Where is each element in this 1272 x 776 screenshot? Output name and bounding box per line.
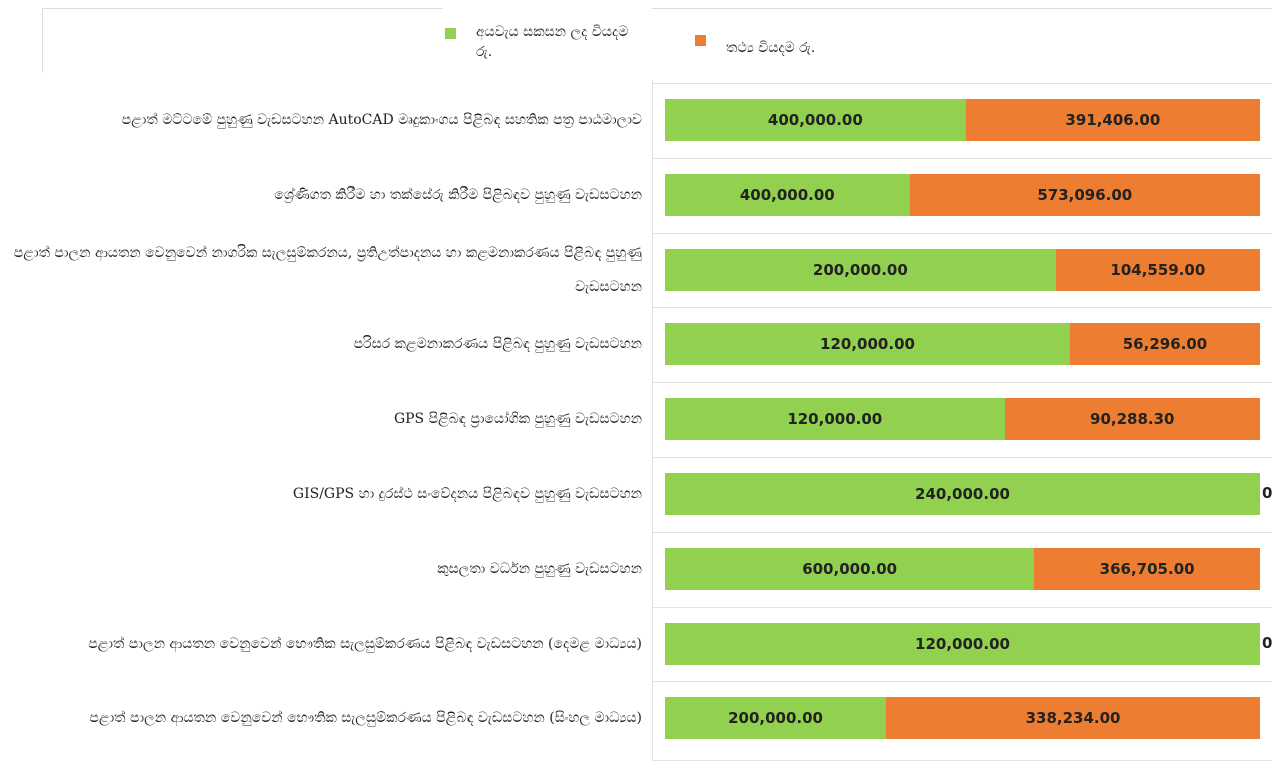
bar-segment: 200,000.00: [665, 248, 1056, 291]
legend-swatch: [445, 28, 456, 39]
bar-segment: 600,000.00: [665, 547, 1035, 590]
category-label: ශ්‍රේණිගත කිරීම හා තක්සේරු කිරීම පිළිබඳව…: [274, 186, 642, 203]
bar-segment: 240,000.00: [665, 473, 1260, 515]
legend-swatch: [695, 35, 706, 46]
category-label: පළාත් පාලන ආයතන වෙනුවෙන් නාගරික සැලසුම්ක…: [13, 244, 642, 295]
bar-segment: 90,288.30: [1004, 398, 1260, 441]
row-separator: [652, 681, 1272, 683]
bar-segment: 104,559.00: [1055, 248, 1260, 291]
bar-segment: 573,096.00: [909, 173, 1260, 216]
bar-segment: 338,234.00: [886, 697, 1260, 740]
row-separator: [652, 382, 1272, 384]
bar-segment: 56,296.00: [1070, 323, 1260, 366]
row-separator: [652, 307, 1272, 309]
plot-frame: [652, 80, 1272, 761]
category-label: කුසලතා වර්ධන පුහුණු වැඩසටහන: [437, 560, 642, 577]
bar-segment: 120,000.00: [665, 323, 1070, 366]
category-label: පළාත් පාලන ආයතන වෙනුවෙන් භෞතික සැලසුම්කර…: [88, 635, 642, 652]
legend-frame: [42, 8, 443, 73]
category-label: GPS පිළිබඳ ප්‍රායෝගික පුහුණු වැඩසටහන: [393, 411, 642, 428]
category-label: පරිසර කළමනාකරණය පිළිබඳ පුහුණු වැඩසටහන: [353, 336, 642, 353]
data-label: 0: [1262, 633, 1272, 652]
category-label: පළාත් මට්ටමේ පුහුණු වැඩසටහන AutoCAD මෘදු…: [121, 112, 642, 128]
legend-label: තථ්‍ය වියදම රු.: [726, 40, 816, 56]
legend-frame-right: [652, 8, 1272, 9]
bar-segment: 400,000.00: [665, 173, 910, 216]
row-separator: [652, 457, 1272, 458]
bar-segment: 120,000.00: [665, 622, 1260, 665]
data-label: 0: [1262, 484, 1272, 502]
bar-segment: 400,000.00: [665, 99, 966, 141]
category-label: පළාත් පාලන ආයතන වෙනුවෙන් භෞතික සැලසුම්කර…: [89, 710, 642, 727]
bar-segment: 120,000.00: [665, 398, 1005, 441]
row-separator: [652, 157, 1272, 159]
row-separator: [652, 232, 1272, 234]
legend-label: අයවැය සකසන ලද වියදම රු.: [476, 24, 629, 60]
bar-segment: 391,406.00: [965, 99, 1260, 141]
bar-segment: 200,000.00: [665, 697, 887, 740]
bar-segment: 366,705.00: [1034, 547, 1260, 590]
row-separator: [652, 83, 1272, 84]
category-label: GIS/GPS හා දුරස්ථ සංවේදනය පිළිබඳව පුහුණු…: [292, 486, 642, 502]
row-separator: [652, 531, 1272, 533]
row-separator: [652, 606, 1272, 608]
